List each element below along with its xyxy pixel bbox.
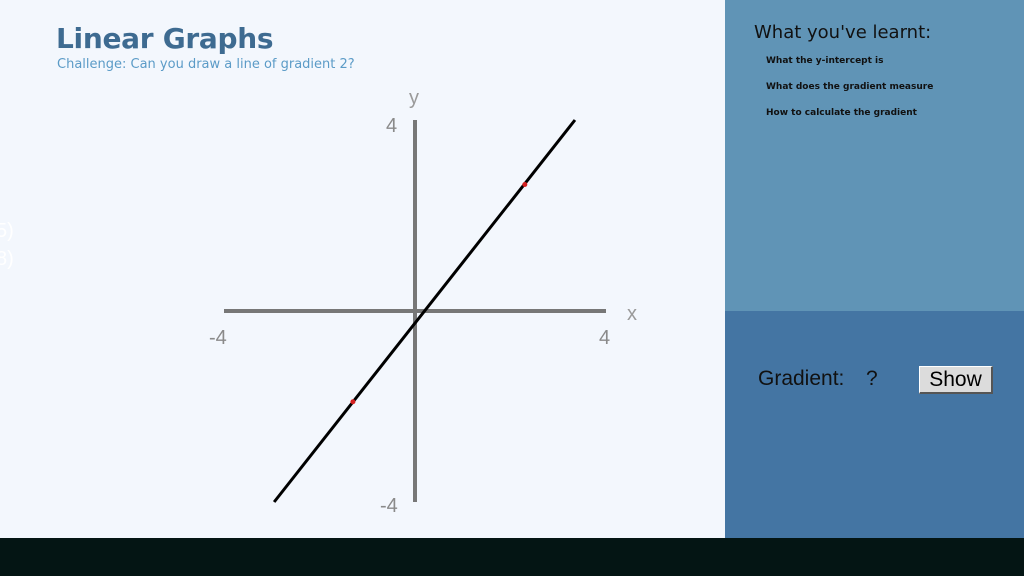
y-min-tick-label: -4: [380, 495, 398, 517]
offscreen-fragment: 5): [0, 220, 14, 242]
coordinate-graph[interactable]: x y -4 4 4 -4: [0, 0, 725, 538]
offscreen-fragment: 8): [0, 248, 14, 270]
learnt-item: How to calculate the gradient: [766, 108, 917, 118]
y-axis-label: y: [409, 87, 419, 109]
learnt-title: What you've learnt:: [754, 22, 932, 43]
line-handle-point[interactable]: [522, 181, 528, 187]
learnt-panel: What you've learnt: What the y-intercept…: [725, 0, 1024, 311]
show-gradient-button[interactable]: Show: [919, 366, 993, 394]
challenge-text: Challenge: Can you draw a line of gradie…: [57, 57, 355, 72]
page-title: Linear Graphs: [56, 22, 274, 55]
gradient-panel: Gradient: ? Show: [725, 311, 1024, 538]
x-max-tick-label: 4: [599, 327, 610, 349]
bottom-bar: [0, 538, 1024, 576]
gradient-label: Gradient:: [758, 367, 845, 390]
line-handle-point[interactable]: [350, 399, 356, 405]
learnt-item: What the y-intercept is: [766, 56, 884, 66]
x-min-tick-label: -4: [209, 327, 227, 349]
x-axis-label: x: [627, 303, 637, 325]
learnt-item: What does the gradient measure: [766, 82, 934, 92]
learnt-list: What the y-intercept is What does the gr…: [766, 55, 933, 133]
y-max-tick-label: 4: [386, 115, 397, 137]
gradient-value: ?: [866, 367, 878, 390]
graph-panel: Linear Graphs Challenge: Can you draw a …: [0, 0, 725, 538]
